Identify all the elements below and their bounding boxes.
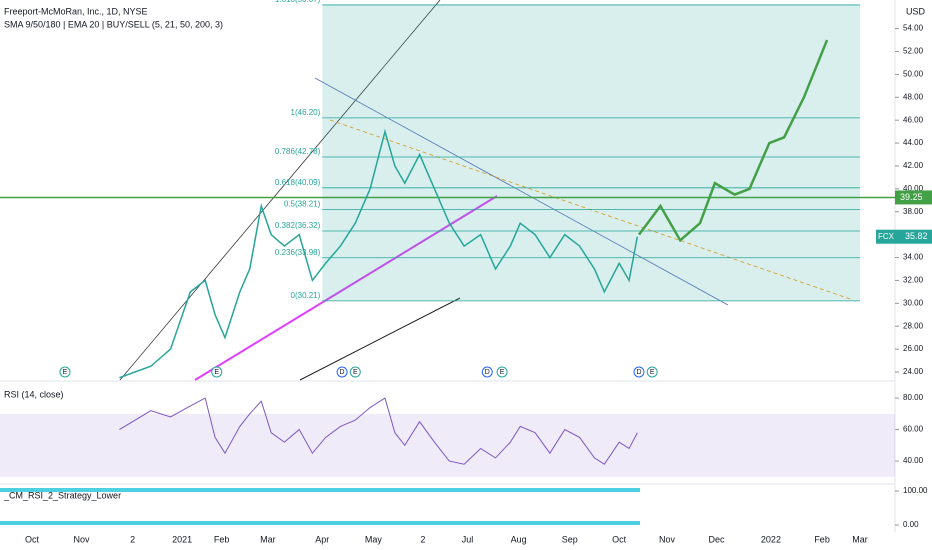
price-label: 35.82 [905, 231, 928, 241]
x-tick-label: Jul [462, 534, 474, 544]
x-tick-label: 2 [130, 534, 135, 544]
price-line [119, 128, 639, 379]
x-tick-label: Aug [511, 534, 527, 544]
y-tick-label: 44.00 [903, 138, 924, 147]
y-tick-label: 34.00 [903, 253, 924, 262]
x-tick-label: Nov [659, 534, 676, 544]
fib-label: 1(46.20) [291, 108, 321, 117]
trend-line [119, 0, 441, 381]
trend-line [194, 195, 498, 381]
y-tick-label: 40.00 [903, 184, 924, 193]
x-tick-label: Mar [260, 534, 276, 544]
symbol-tag [876, 229, 895, 244]
level-tag [895, 190, 932, 205]
fib-label: 1.618(56.07) [275, 0, 321, 4]
x-tick-label: 2 [420, 534, 425, 544]
rsi-tick-label: 60.00 [903, 425, 924, 434]
chart-title: Freeport-McMoRan, Inc., 1D, NYSE [4, 6, 148, 16]
x-tick-label: Nov [73, 534, 90, 544]
y-tick-label: 52.00 [903, 47, 924, 56]
rsi-tick-label: 40.00 [903, 456, 924, 465]
x-tick-label: Feb [214, 534, 230, 544]
event-label: E [214, 369, 219, 376]
event-marker [496, 366, 508, 378]
projection-line [637, 39, 829, 243]
subtitle: SMA 9/50/180 | EMA 20 | BUY/SELL (5, 21,… [4, 19, 223, 29]
event-marker [646, 366, 658, 378]
y-tick-label: 32.00 [903, 276, 924, 285]
event-marker [349, 366, 361, 378]
event-marker [211, 366, 223, 378]
price-tag [895, 229, 932, 244]
fib-label: 0(30.21) [291, 291, 321, 300]
rsi-band [0, 413, 895, 477]
x-tick-label: May [365, 534, 383, 544]
y-tick-label: 48.00 [903, 92, 924, 101]
y-tick-label: 24.00 [903, 367, 924, 376]
fib-label: 0.786(42.78) [275, 147, 321, 156]
y-tick-label: 46.00 [903, 115, 924, 124]
band [0, 521, 640, 525]
rsi-title: RSI (14, close) [4, 389, 64, 399]
y-tick-label: 38.00 [903, 207, 924, 216]
x-tick-label: Sep [562, 534, 578, 544]
x-tick-label: Feb [814, 534, 830, 544]
x-tick-label: Dec [709, 534, 726, 544]
drawings [0, 0, 854, 525]
event-label: E [353, 369, 358, 376]
event-label: E [500, 369, 505, 376]
fib-label: 0.5(38.21) [284, 199, 321, 208]
event-marker [59, 366, 71, 378]
rsi-tick-label: 80.00 [903, 393, 924, 402]
y-tick-label: 54.00 [903, 24, 924, 33]
lower-tick-label: 0.00 [903, 520, 919, 529]
event-label: E [650, 369, 655, 376]
event-label: E [63, 369, 68, 376]
event-label: D [636, 369, 641, 376]
lower-title: _CM_RSI_2_Strategy_Lower [3, 490, 121, 500]
currency: USD [906, 6, 926, 16]
x-tick-label: Apr [315, 534, 329, 544]
x-tick-label: Oct [612, 534, 627, 544]
event-marker [481, 366, 493, 378]
y-tick-label: 28.00 [903, 321, 924, 330]
level-label: 39.25 [900, 192, 923, 202]
x-tick-label: Oct [25, 534, 40, 544]
y-tick-label: 42.00 [903, 161, 924, 170]
event-label: D [340, 369, 345, 376]
y-tick-label: 26.00 [903, 344, 924, 353]
fib-area [322, 4, 861, 301]
y-tick-label: 50.00 [903, 70, 924, 79]
fib-label: 0.382(36.32) [275, 221, 321, 230]
trend-line [329, 119, 854, 301]
fib-label: 0.618(40.09) [275, 178, 321, 187]
event-label: D [485, 369, 490, 376]
trend-line [314, 77, 729, 306]
rsi-line [119, 397, 638, 465]
event-marker [336, 366, 348, 378]
x-tick-label: Mar [852, 534, 868, 544]
event-marker [633, 366, 645, 378]
fib-label: 0.236(33.98) [275, 248, 321, 257]
band [0, 488, 640, 492]
trend-line [299, 297, 461, 381]
y-tick-label: 30.00 [903, 298, 924, 307]
symbol-label: FCX [878, 232, 895, 241]
lower-tick-label: 100.00 [903, 486, 928, 495]
x-tick-label: 2022 [761, 534, 781, 544]
x-tick-label: 2021 [172, 534, 192, 544]
